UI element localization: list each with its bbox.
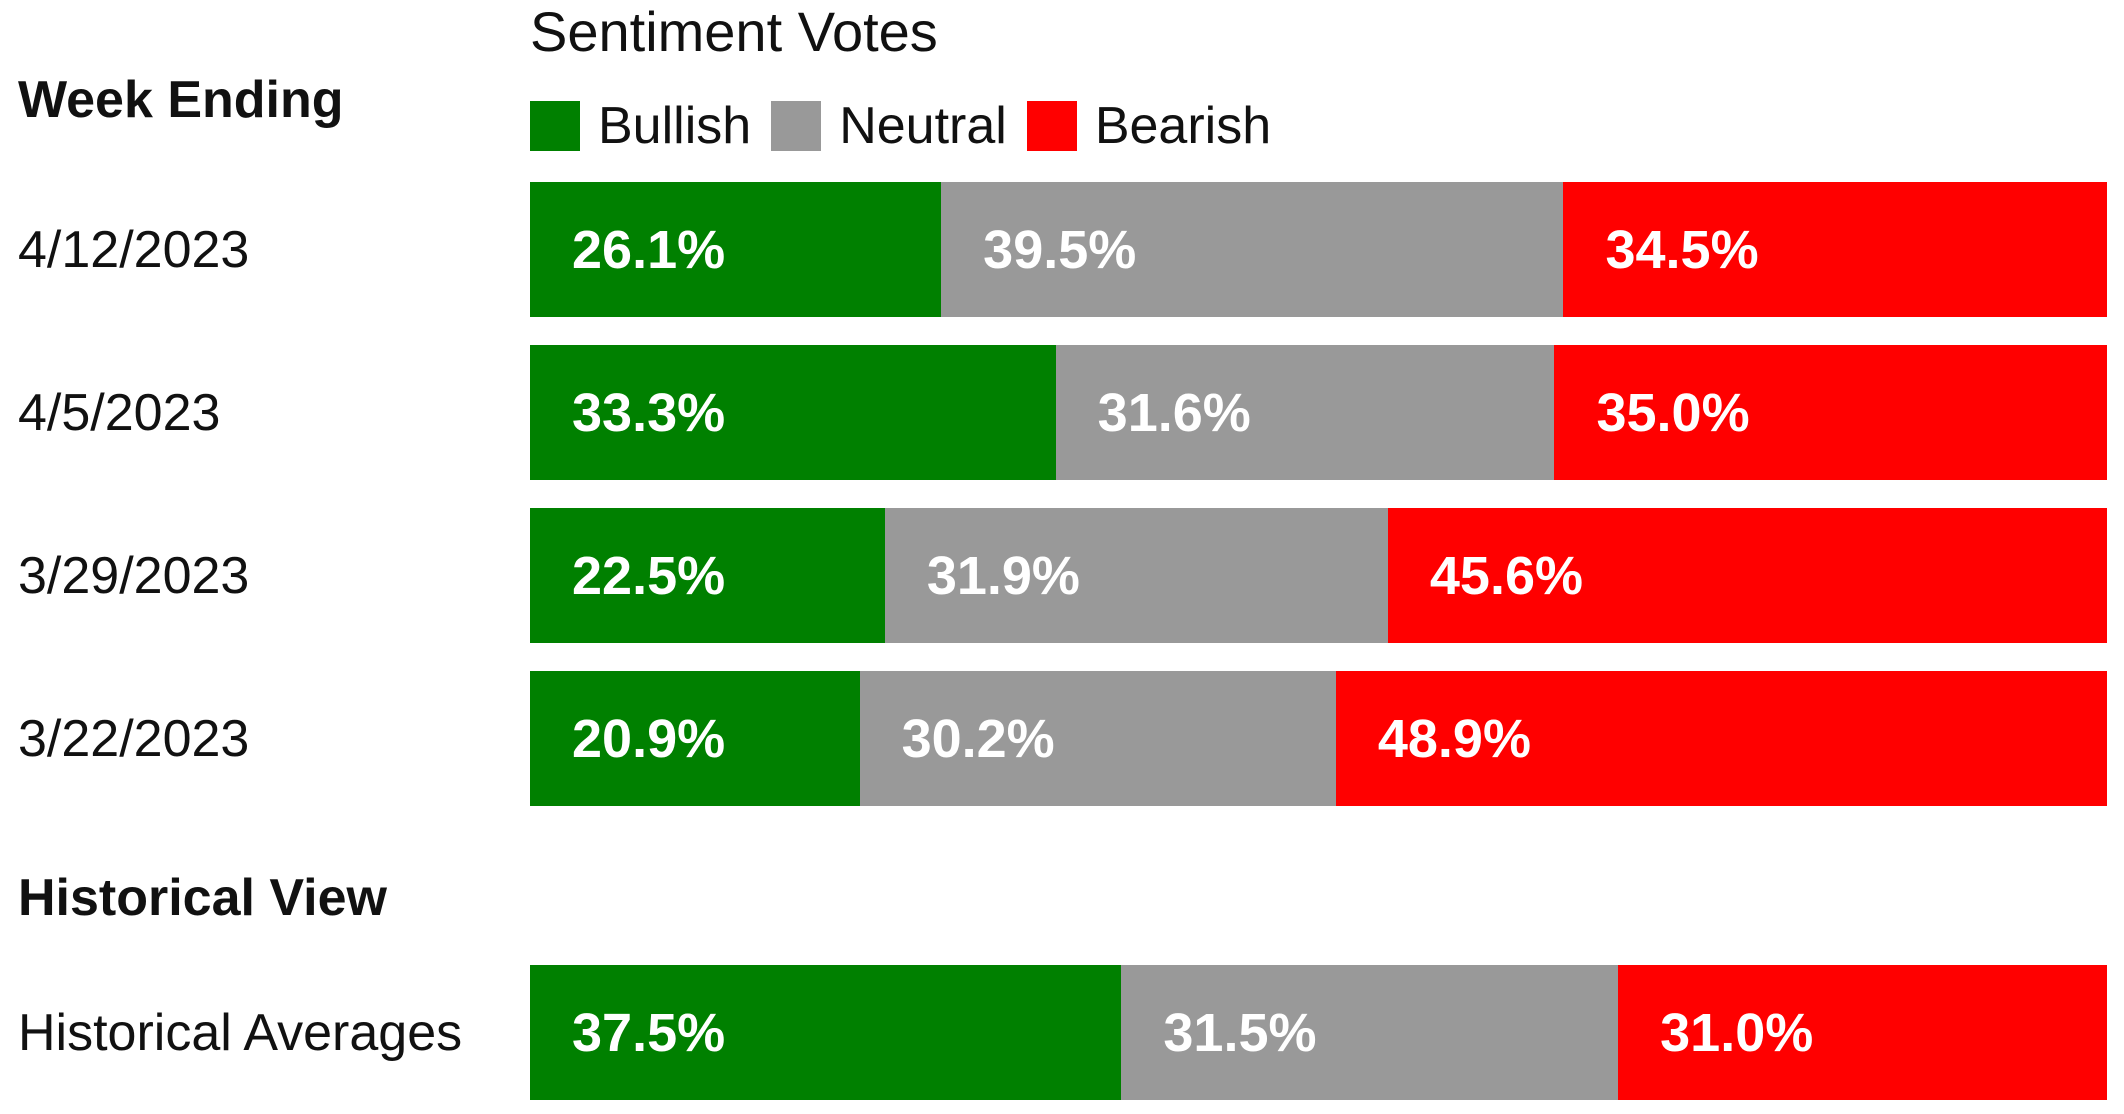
bar-segment-neutral	[884, 508, 1389, 643]
data-label-neutral: 30.2%	[901, 708, 1055, 769]
legend-swatch-bullish	[530, 101, 580, 151]
legend-item-bearish: Bearish	[1026, 96, 1272, 156]
legend-swatch-neutral	[771, 101, 822, 151]
stacked-bar: 26.1% 39.5% 34.5%	[530, 182, 2108, 317]
data-label-bullish: 33.3%	[572, 382, 726, 443]
data-label-bullish: 37.5%	[572, 1002, 726, 1063]
data-label-neutral: 31.6%	[1097, 382, 1251, 443]
data-label-bearish: 34.5%	[1605, 219, 1759, 280]
data-label-bullish: 22.5%	[572, 545, 726, 606]
chart-title: Sentiment Votes	[530, 0, 938, 63]
legend-label-bearish: Bearish	[1094, 97, 1272, 155]
bar-segment-bearish	[1563, 182, 2108, 317]
bar-segment-bullish	[530, 671, 861, 806]
legend-item-neutral: Neutral	[771, 96, 1007, 156]
bar-segment-neutral	[859, 671, 1337, 806]
bar-segment-bullish	[530, 345, 1057, 480]
bar-segment-neutral	[1055, 345, 1555, 480]
bar-segment-bearish	[1387, 508, 2108, 643]
bar-segment-bullish	[530, 182, 942, 317]
stacked-bar: 22.5% 31.9% 45.6%	[530, 508, 2108, 643]
stacked-bar: 33.3% 31.6% 35.0%	[530, 345, 2108, 480]
data-label-bearish: 45.6%	[1429, 545, 1583, 606]
bar-segment-bullish	[530, 965, 1122, 1100]
legend-swatch-bearish	[1026, 101, 1077, 151]
bar-segment-bearish	[1554, 345, 2108, 480]
data-label-neutral: 39.5%	[983, 219, 1137, 280]
legend-item-bullish: Bullish	[530, 96, 751, 156]
legend: Bullish Neutral Bearish	[530, 96, 1291, 156]
data-label-neutral: 31.9%	[926, 545, 1080, 606]
data-label-bullish: 20.9%	[572, 708, 726, 769]
bar-segment-neutral	[1121, 965, 1619, 1100]
data-label-bearish: 35.0%	[1596, 382, 1750, 443]
bar-segment-bearish	[1335, 671, 2108, 806]
data-label-bullish: 26.1%	[572, 219, 726, 280]
row-label: 3/22/2023	[18, 709, 250, 768]
data-label-bearish: 48.9%	[1377, 708, 1531, 769]
data-label-neutral: 31.5%	[1163, 1002, 1317, 1063]
week-ending-header: Week Ending	[18, 71, 344, 129]
historical-view-header: Historical View	[18, 869, 387, 927]
legend-label-bullish: Bullish	[598, 97, 752, 155]
bar-segment-neutral	[941, 182, 1564, 317]
stacked-bar: 37.5% 31.5% 31.0%	[530, 965, 2108, 1100]
legend-label-neutral: Neutral	[839, 97, 1007, 155]
row-label: 4/5/2023	[18, 383, 221, 442]
data-label-bearish: 31.0%	[1660, 1002, 1814, 1063]
stacked-bar: 20.9% 30.2% 48.9%	[530, 671, 2108, 806]
row-label: Historical Averages	[18, 1003, 463, 1062]
bar-segment-bearish	[1618, 965, 2108, 1100]
row-label: 3/29/2023	[18, 546, 250, 605]
row-label: 4/12/2023	[18, 220, 250, 279]
bar-segment-bullish	[530, 508, 886, 643]
